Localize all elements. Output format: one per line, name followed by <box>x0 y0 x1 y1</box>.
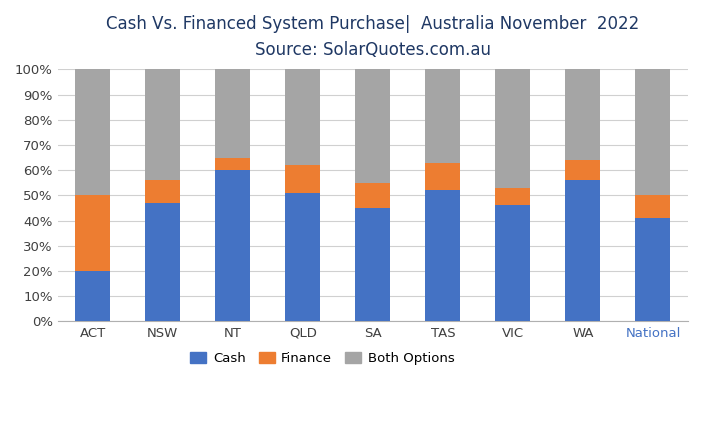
Bar <box>496 69 531 188</box>
Bar <box>636 69 671 195</box>
Bar <box>355 183 390 208</box>
Bar <box>215 158 250 170</box>
Bar <box>355 69 390 183</box>
Bar <box>496 205 531 321</box>
Bar <box>285 193 321 321</box>
Bar <box>636 218 671 321</box>
Bar <box>146 180 180 203</box>
Bar <box>425 163 460 190</box>
Bar <box>215 170 250 321</box>
Bar <box>636 195 671 218</box>
Legend: Cash, Finance, Both Options: Cash, Finance, Both Options <box>185 346 460 370</box>
Bar <box>425 69 460 163</box>
Title: Cash Vs. Financed System Purchase|  Australia November  2022
Source: SolarQuotes: Cash Vs. Financed System Purchase| Austr… <box>106 15 640 59</box>
Bar <box>75 69 110 195</box>
Bar <box>565 160 600 180</box>
Bar <box>425 190 460 321</box>
Bar <box>215 69 250 158</box>
Bar <box>75 271 110 321</box>
Bar <box>75 195 110 271</box>
Bar <box>565 69 600 160</box>
Bar <box>565 180 600 321</box>
Bar <box>285 69 321 165</box>
Bar <box>285 165 321 193</box>
Bar <box>146 69 180 180</box>
Bar <box>355 208 390 321</box>
Bar <box>146 203 180 321</box>
Bar <box>496 188 531 205</box>
